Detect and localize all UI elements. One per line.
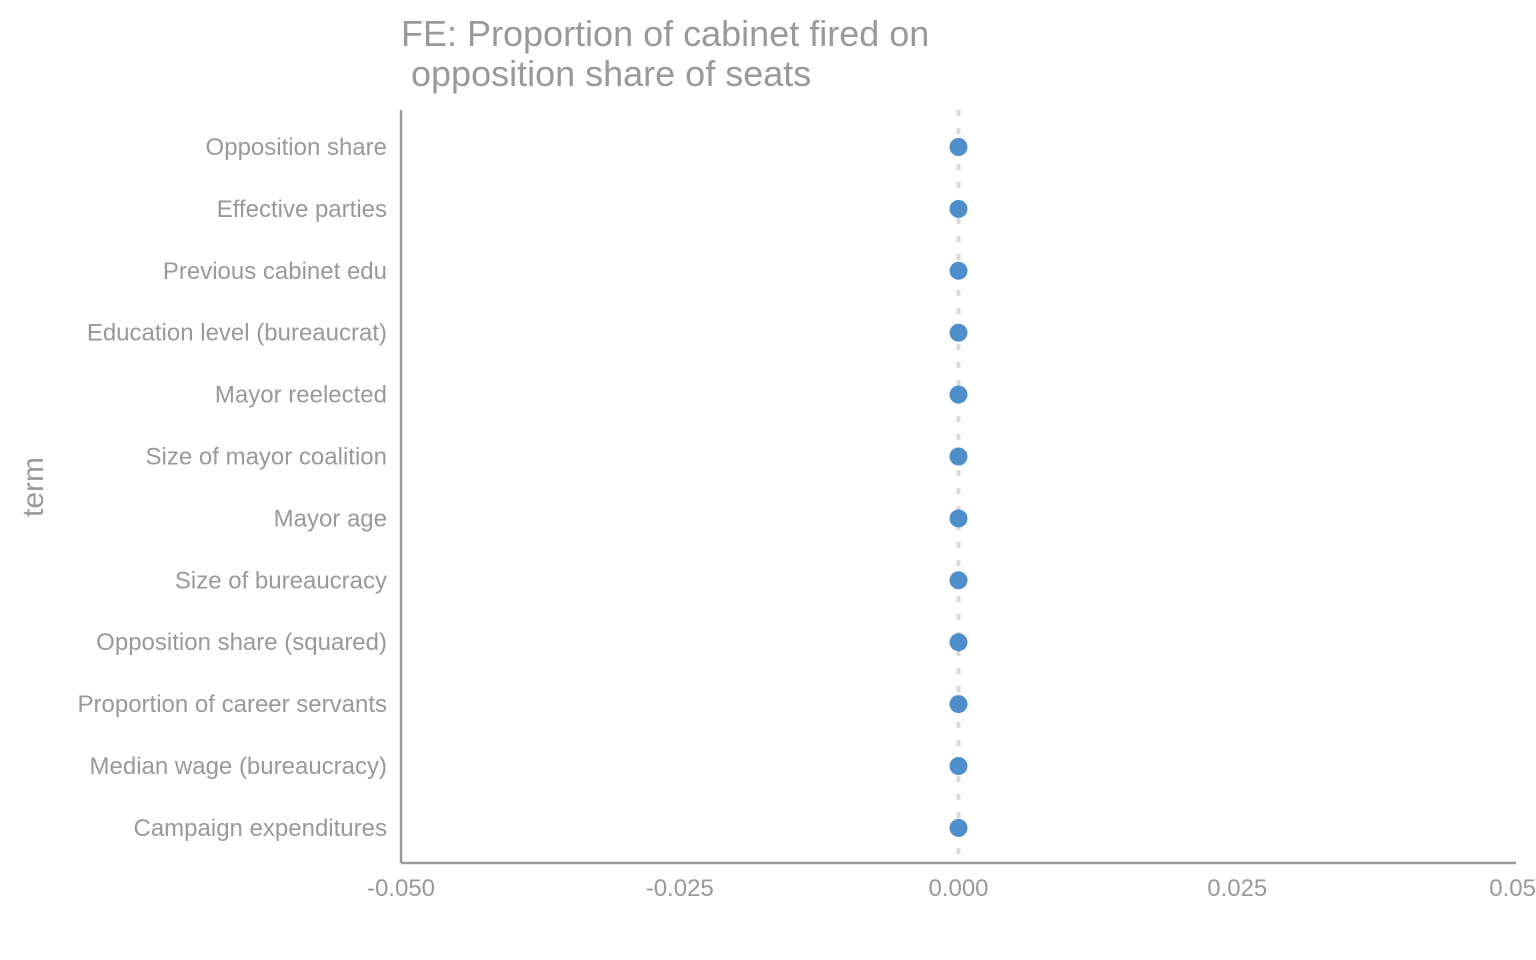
y-tick-label: Previous cabinet edu <box>163 258 387 285</box>
chart-title-line-1: FE: Proportion of cabinet fired on <box>401 13 929 54</box>
data-point <box>949 447 968 466</box>
x-tick-labels: -0.050 -0.025 0.000 0.025 0.05 <box>367 875 1536 902</box>
data-point <box>949 633 968 652</box>
x-tick-label: -0.025 <box>646 875 714 902</box>
y-tick-label: Proportion of career servants <box>78 691 387 718</box>
y-tick-label: Size of mayor coalition <box>146 444 387 471</box>
axes <box>399 110 1516 865</box>
x-tick-label: 0.025 <box>1207 875 1267 902</box>
chart-title: FE: Proportion of cabinet fired on oppos… <box>401 13 934 94</box>
data-point <box>949 509 968 528</box>
y-tick-label: Opposition share (squared) <box>96 629 387 656</box>
data-point <box>949 385 968 404</box>
data-point <box>949 695 968 714</box>
x-tick-label: -0.050 <box>367 875 435 902</box>
y-tick-label: Mayor age <box>274 505 387 532</box>
y-axis-title: term <box>17 457 50 517</box>
y-tick-labels: Opposition share Effective parties Previou… <box>78 134 387 842</box>
y-tick-label: Education level (bureaucrat) <box>87 320 387 347</box>
data-point <box>949 757 968 775</box>
data-point <box>949 199 968 218</box>
data-points <box>949 138 968 837</box>
y-tick-label: Size of bureaucracy <box>175 567 387 594</box>
x-tick-label: 0.05 <box>1489 875 1536 902</box>
y-tick-label: Median wage (bureaucracy) <box>90 753 387 780</box>
y-tick-label: Effective parties <box>217 196 387 223</box>
data-point <box>949 261 968 280</box>
data-point <box>949 138 968 156</box>
data-point <box>949 571 968 590</box>
data-point <box>949 323 968 342</box>
chart-title-line-2: opposition share of seats <box>401 53 811 94</box>
y-tick-label: Opposition share <box>206 134 387 161</box>
x-tick-label: 0.000 <box>928 875 988 902</box>
y-tick-label: Mayor reelected <box>215 382 387 409</box>
data-point <box>949 818 968 837</box>
y-tick-label: Campaign expenditures <box>134 815 388 842</box>
